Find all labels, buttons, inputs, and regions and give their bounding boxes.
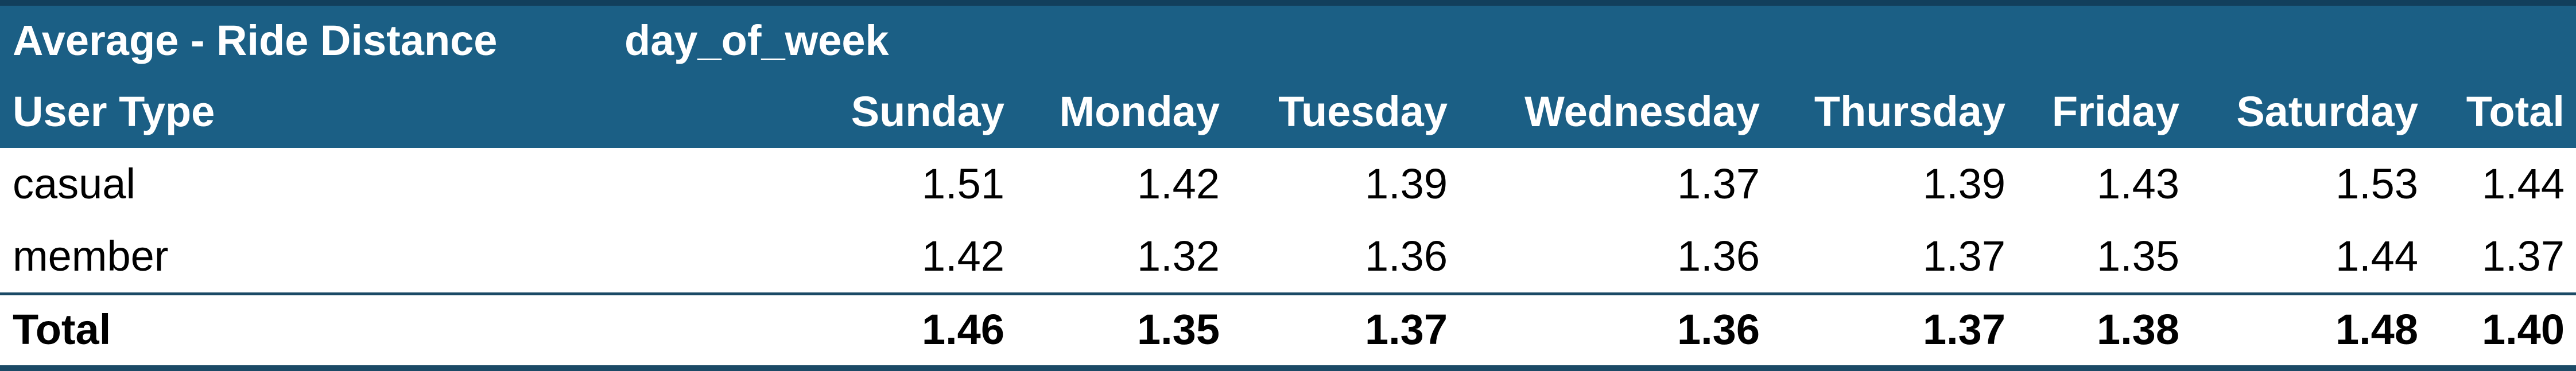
total-cell[interactable]: 1.37 [1364, 306, 1448, 353]
pivot-field-row: Average - Ride Distance day_of_week [0, 6, 2576, 76]
table-cell[interactable]: 1.37 [2481, 232, 2565, 280]
total-cell[interactable]: 1.48 [2335, 306, 2418, 353]
column-header-wednesday[interactable]: Wednesday [1524, 88, 1760, 135]
column-field-label[interactable]: day_of_week [624, 17, 889, 64]
column-header-row: User Type Sunday Monday Tuesday Wednesda… [0, 76, 2576, 148]
value-field-label[interactable]: Average - Ride Distance [13, 17, 498, 64]
column-header-total[interactable]: Total [2466, 88, 2565, 135]
row-label[interactable]: member [13, 232, 169, 280]
table-cell[interactable]: 1.37 [1677, 160, 1760, 208]
table-cell[interactable]: 1.36 [1677, 232, 1760, 280]
total-cell[interactable]: 1.38 [2096, 306, 2179, 353]
table-cell[interactable]: 1.43 [2096, 160, 2179, 208]
column-header-monday[interactable]: Monday [1059, 88, 1220, 135]
column-header-saturday[interactable]: Saturday [2236, 88, 2418, 135]
row-label-total[interactable]: Total [13, 306, 111, 353]
table-cell[interactable]: 1.35 [2096, 232, 2179, 280]
column-header-sunday[interactable]: Sunday [851, 88, 1004, 135]
table-row-casual: casual 1.51 1.42 1.39 1.37 1.39 1.43 1.5… [0, 148, 2576, 220]
table-cell[interactable]: 1.42 [1136, 160, 1220, 208]
table-row-total: Total 1.46 1.35 1.37 1.36 1.37 1.38 1.48… [0, 292, 2576, 371]
table-cell[interactable]: 1.44 [2481, 160, 2565, 208]
total-cell[interactable]: 1.46 [921, 306, 1004, 353]
total-cell[interactable]: 1.37 [1922, 306, 2005, 353]
total-cell[interactable]: 1.36 [1677, 306, 1760, 353]
column-header-tuesday[interactable]: Tuesday [1278, 88, 1448, 135]
column-header-thursday[interactable]: Thursday [1814, 88, 2005, 135]
column-header-friday[interactable]: Friday [2051, 88, 2179, 135]
total-cell[interactable]: 1.35 [1136, 306, 1220, 353]
table-row-member: member 1.42 1.32 1.36 1.36 1.37 1.35 1.4… [0, 220, 2576, 292]
table-cell[interactable]: 1.51 [921, 160, 1004, 208]
total-cell[interactable]: 1.40 [2481, 306, 2565, 353]
table-cell[interactable]: 1.44 [2335, 232, 2418, 280]
table-cell[interactable]: 1.36 [1364, 232, 1448, 280]
row-field-label[interactable]: User Type [13, 88, 215, 135]
table-cell[interactable]: 1.53 [2335, 160, 2418, 208]
pivot-header: Average - Ride Distance day_of_week User… [0, 0, 2576, 148]
table-cell[interactable]: 1.32 [1136, 232, 1220, 280]
table-cell[interactable]: 1.42 [921, 232, 1004, 280]
row-label[interactable]: casual [13, 160, 135, 208]
table-cell[interactable]: 1.39 [1364, 160, 1448, 208]
table-cell[interactable]: 1.39 [1922, 160, 2005, 208]
table-cell[interactable]: 1.37 [1922, 232, 2005, 280]
